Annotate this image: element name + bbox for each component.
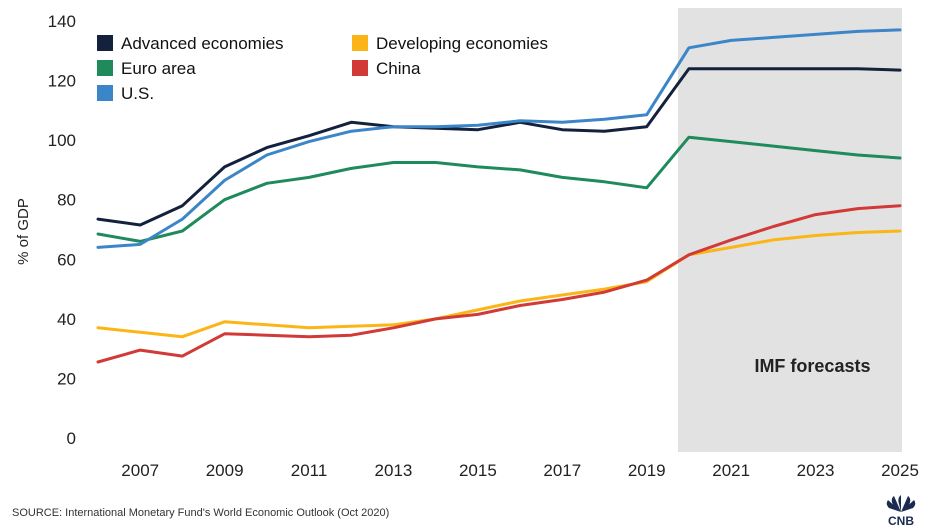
x-tick-label: 2023 xyxy=(797,461,835,480)
x-tick-label: 2025 xyxy=(881,461,919,480)
x-tick-label: 2017 xyxy=(543,461,581,480)
y-tick-label: 60 xyxy=(57,250,76,269)
series-line-u-s- xyxy=(96,28,902,249)
x-tick-label: 2021 xyxy=(712,461,750,480)
legend: Advanced economies Developing economies Eu… xyxy=(97,34,548,103)
source-note: SOURCE: International Monetary Fund's Wo… xyxy=(12,507,390,519)
legend-swatch xyxy=(352,60,368,76)
y-tick-label: 0 xyxy=(67,429,76,448)
y-tick-label: 140 xyxy=(48,12,76,31)
legend-item: Euro area xyxy=(97,59,196,78)
y-tick-label: 120 xyxy=(48,72,76,91)
x-tick-label: 2019 xyxy=(628,461,666,480)
legend-item: U.S. xyxy=(97,84,154,103)
x-tick-label: 2011 xyxy=(291,461,328,480)
legend-label: Advanced economies xyxy=(121,34,284,53)
legend-swatch xyxy=(97,60,113,76)
legend-label: U.S. xyxy=(121,84,154,103)
legend-label: Developing economies xyxy=(376,34,548,53)
series-line-advanced-economies xyxy=(96,67,902,227)
y-axis-label: % of GDP xyxy=(15,198,32,265)
y-tick-label: 20 xyxy=(57,369,76,388)
logo-text: CNB xyxy=(888,514,914,528)
x-tick-label: 2007 xyxy=(121,461,159,480)
legend-item: China xyxy=(352,59,421,78)
legend-swatch xyxy=(352,35,368,51)
legend-swatch xyxy=(97,85,113,101)
x-tick-label: 2015 xyxy=(459,461,497,480)
legend-label: China xyxy=(376,59,421,78)
x-tick-label: 2009 xyxy=(206,461,244,480)
x-tick-label: 2013 xyxy=(375,461,413,480)
legend-label: Euro area xyxy=(121,59,196,78)
cnbc-peacock-logo: CNB xyxy=(886,495,916,528)
legend-item: Advanced economies xyxy=(97,34,284,53)
legend-item: Developing economies xyxy=(352,34,548,53)
y-tick-label: 80 xyxy=(57,191,76,210)
legend-swatch xyxy=(97,35,113,51)
forecast-label: IMF forecasts xyxy=(754,356,870,376)
series-line-developing-economies xyxy=(96,229,902,339)
y-axis-ticks: 0 20 40 60 80 100 120 140 xyxy=(48,12,76,448)
x-axis-ticks: 2007 2009 2011 2013 2015 2017 2019 2021 2023 2025 xyxy=(121,461,919,480)
forecast-region xyxy=(677,8,902,452)
series-lines xyxy=(96,28,902,364)
series-line-china xyxy=(96,204,902,364)
y-tick-label: 40 xyxy=(57,310,76,329)
series-line-euro-area xyxy=(96,135,902,243)
y-tick-label: 100 xyxy=(48,131,76,150)
peacock-feathers-icon xyxy=(886,495,916,512)
